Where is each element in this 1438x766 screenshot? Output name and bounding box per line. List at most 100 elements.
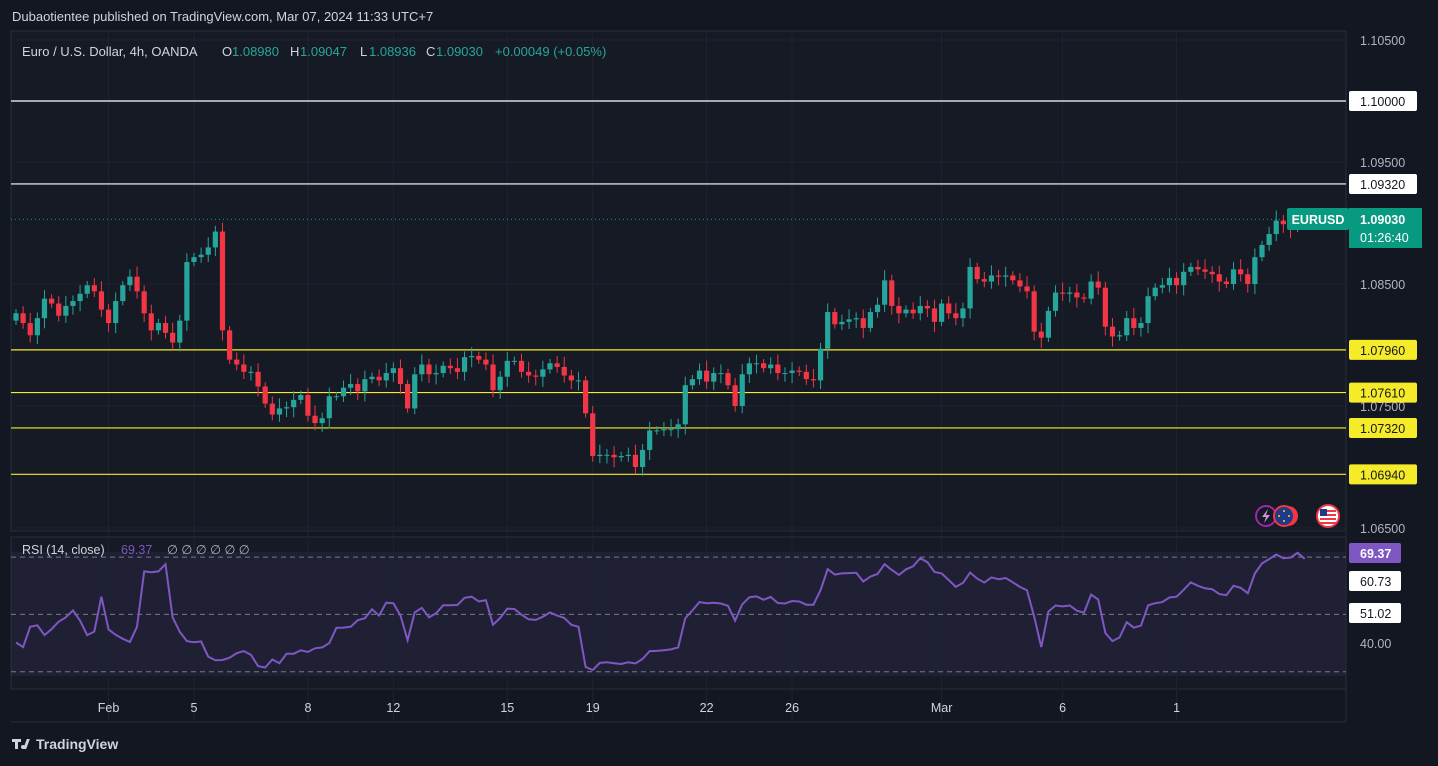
candle-body	[526, 371, 532, 376]
symbol-title: Euro / U.S. Dollar, 4h, OANDA	[22, 44, 198, 59]
candle-body	[789, 370, 795, 374]
price-tick-label: 1.09500	[1360, 156, 1405, 170]
candle-body	[1102, 287, 1108, 327]
candle-body	[162, 323, 169, 333]
candle-body	[1266, 233, 1272, 245]
candle-body	[554, 363, 560, 367]
rsi-line	[15, 551, 1306, 672]
candle-body	[269, 403, 275, 415]
candle-body	[234, 359, 240, 365]
candle-body	[1202, 269, 1208, 272]
candle-body	[547, 363, 553, 370]
candle-body	[355, 384, 361, 392]
candle-body	[1010, 275, 1016, 281]
tradingview-logo[interactable]: TradingView	[12, 736, 118, 752]
candle-body	[1003, 275, 1009, 277]
rsi-current-value: 69.37	[1360, 547, 1391, 561]
rsi-upper-value: 60.73	[1360, 575, 1391, 589]
candle-body	[853, 318, 859, 320]
candle-body	[248, 371, 254, 373]
candle-body	[575, 380, 582, 382]
candle-body	[461, 357, 468, 372]
candle-body	[1045, 310, 1051, 338]
level-tag-bg	[1349, 464, 1417, 485]
candle-body	[390, 368, 396, 374]
candle-body	[832, 312, 838, 325]
ohlc-open-label: O	[222, 44, 232, 59]
rsi-current-tag[interactable]: 69.37	[1349, 543, 1401, 563]
candle-body	[255, 371, 261, 387]
rsi-value-legend: 69.37	[121, 543, 152, 557]
brand-name: TradingView	[36, 736, 119, 752]
candle-body	[1273, 220, 1279, 234]
candlestick-series	[13, 210, 1301, 476]
candle-body	[1117, 335, 1123, 337]
price-tick-label: 1.08500	[1360, 278, 1405, 292]
level-tag-bg	[1349, 382, 1417, 403]
candle-body	[632, 454, 639, 467]
level-tag-label: 1.10000	[1360, 95, 1405, 109]
rsi-title: RSI (14, close)	[22, 543, 105, 557]
candle-body	[590, 413, 596, 457]
level-tag-label: 1.07960	[1360, 344, 1405, 358]
candle-body	[1152, 287, 1158, 297]
candle-body	[1216, 274, 1222, 282]
level-tag-label: 1.07610	[1360, 387, 1405, 401]
euro-flag-icon[interactable]	[1273, 505, 1298, 527]
candle-body	[604, 454, 610, 456]
candle-body	[910, 309, 916, 314]
ohlc-change: +0.00049 (+0.05%)	[495, 44, 606, 59]
candle-body	[219, 231, 226, 331]
candle-body	[1280, 220, 1286, 225]
candle-body	[825, 312, 831, 349]
candle-body	[362, 379, 368, 392]
ohlc-high: 1.09047	[300, 44, 347, 59]
time-tick-label: 19	[586, 701, 600, 715]
rsi-upper-tag[interactable]: 60.73	[1349, 571, 1401, 591]
candle-body	[1067, 292, 1073, 294]
candle-body	[298, 395, 304, 400]
candle-body	[405, 384, 411, 409]
price-axis-ticks: 1.10500 1.09500 1.08500 1.07500 1.06500	[1360, 34, 1405, 536]
candle-body	[761, 363, 767, 369]
ohlc-high-label: H	[290, 44, 299, 59]
candle-body	[120, 285, 126, 302]
level-tag-label: 1.07320	[1360, 422, 1405, 436]
ohlc-low: 1.08936	[369, 44, 416, 59]
candle-body	[583, 380, 589, 414]
us-flag-icon[interactable]	[1316, 504, 1340, 528]
candle-body	[348, 384, 354, 388]
candle-body	[319, 418, 325, 424]
candle-body	[20, 313, 26, 324]
current-price-tag[interactable]: EURUSD 1.09030 01:26:40	[1287, 208, 1422, 248]
level-tag-label: 1.09320	[1360, 178, 1405, 192]
candle-body	[618, 456, 624, 458]
level-tag-bg	[1349, 339, 1417, 360]
candle-body	[796, 370, 802, 372]
candle-body	[1159, 285, 1165, 288]
candle-body	[846, 319, 852, 322]
candle-body	[611, 454, 617, 458]
candle-body	[668, 429, 674, 431]
candle-body	[639, 449, 646, 467]
rsi-middle-tag[interactable]: 51.02	[1349, 603, 1401, 623]
candle-body	[675, 424, 681, 430]
ohlc-close-label: C	[426, 44, 435, 59]
candle-body	[533, 375, 539, 377]
candle-body	[63, 305, 69, 316]
candle-body	[291, 399, 297, 408]
candle-body	[960, 308, 966, 319]
candle-body	[440, 365, 446, 374]
candle-body	[1166, 277, 1173, 286]
candle-body	[433, 373, 439, 375]
ohlc-low-label: L	[360, 44, 367, 59]
candle-body	[262, 386, 268, 404]
ohlc-open: 1.08980	[232, 44, 279, 59]
candle-body	[1259, 244, 1265, 258]
candle-body	[839, 321, 845, 325]
time-tick-label: 22	[700, 701, 714, 715]
candle-body	[1031, 291, 1037, 332]
main-pane[interactable]	[10, 30, 1347, 532]
candle-body	[860, 318, 866, 328]
